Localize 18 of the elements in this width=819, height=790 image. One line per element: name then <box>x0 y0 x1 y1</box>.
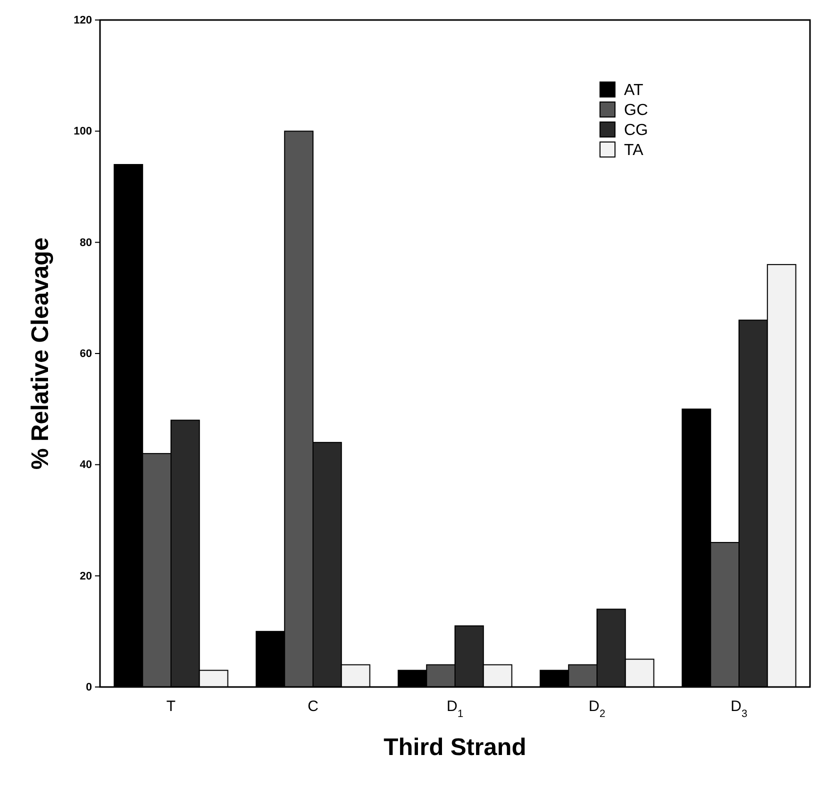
y-tick-label: 120 <box>74 14 92 27</box>
legend-label: TA <box>624 142 644 159</box>
y-axis-title: % Relative Cleavage <box>27 237 54 470</box>
y-tick-label: 0 <box>86 682 92 694</box>
x-axis-title: Third Strand <box>384 734 526 761</box>
x-tick-label: D$_{1}$ <box>446 698 464 720</box>
legend-label: GC <box>624 102 648 119</box>
y-tick-label: 80 <box>80 236 92 249</box>
y-tick-label: 40 <box>80 459 92 472</box>
x-tick-label: C <box>308 698 319 715</box>
legend-label: AT <box>624 82 644 99</box>
y-tick-label: 60 <box>80 348 92 360</box>
y-tick-label: 100 <box>74 126 92 138</box>
x-tick-label: D$_{3}$ <box>730 698 748 720</box>
y-tick-label: 20 <box>80 570 92 582</box>
x-tick-label: T <box>166 698 176 715</box>
legend-label: CG <box>624 122 648 139</box>
x-tick-label: D$_{2}$ <box>588 698 606 720</box>
